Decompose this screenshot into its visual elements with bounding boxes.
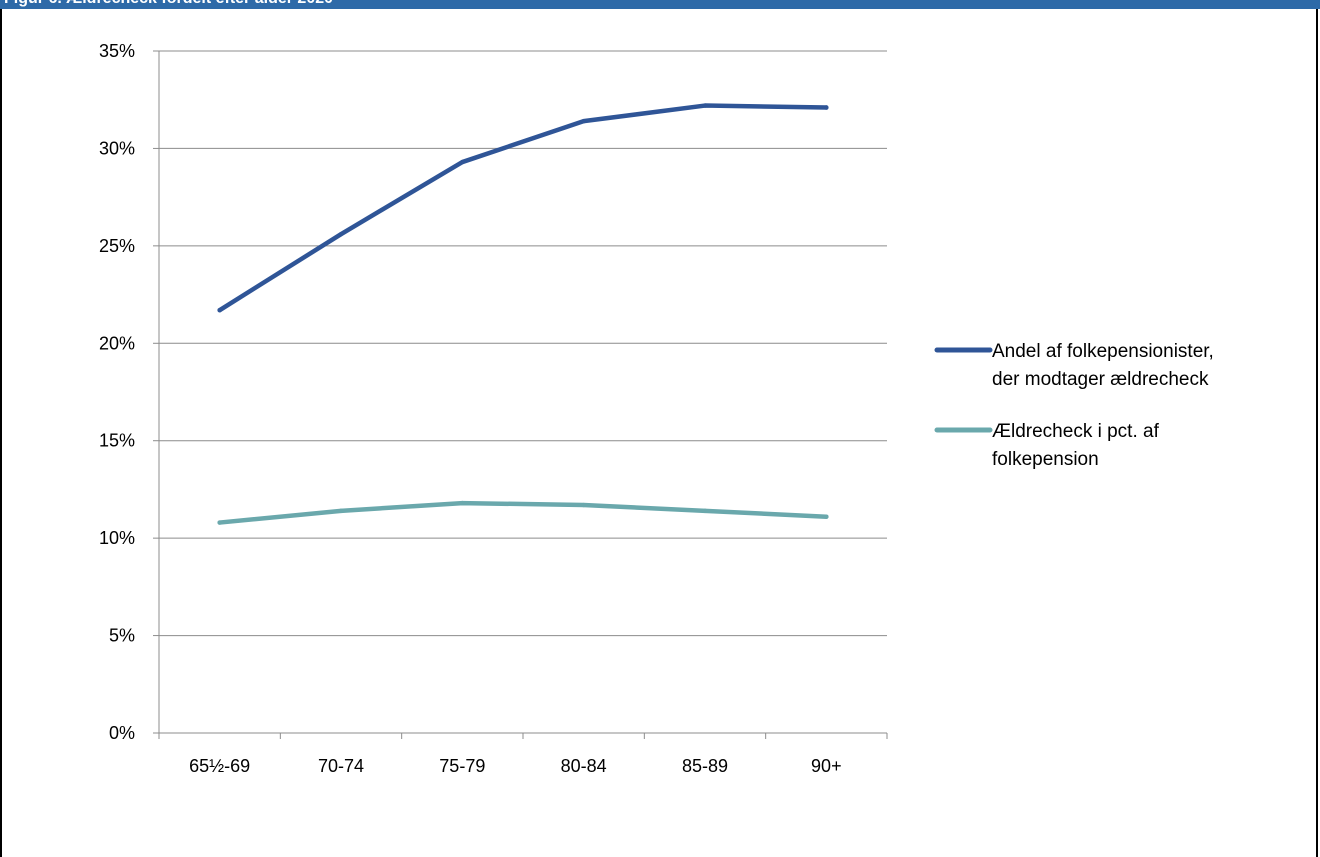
data-point [460,500,465,506]
x-tick-label: 85-89 [682,756,728,776]
x-tick-label: 70-74 [318,756,364,776]
data-point [460,159,465,165]
data-point [581,502,586,508]
legend-label: Andel af folkepensionister, [992,341,1214,362]
y-tick-label: 25% [99,236,135,256]
x-tick-label: 65½-69 [189,756,250,776]
legend-label: folkepension [992,449,1099,470]
y-tick-label: 15% [99,431,135,451]
y-tick-label: 20% [99,333,135,353]
data-point [338,508,344,514]
chart-title: Figur 6. Ældrecheck fordelt efter alder … [4,0,333,8]
y-tick-label: 5% [109,626,135,646]
x-tick-label: 90+ [811,756,842,776]
data-point [217,307,222,313]
data-point [702,103,708,108]
y-tick-label: 35% [99,41,135,61]
series-line-1 [217,103,829,313]
data-point [824,105,829,110]
legend-label: Ældrecheck i pct. af [992,421,1160,442]
data-point [702,508,708,514]
data-point [581,118,586,124]
y-tick-label: 10% [99,528,135,548]
chart-title-bar: Figur 6. Ældrecheck fordelt efter alder … [0,0,1320,9]
y-tick-label: 30% [99,138,135,158]
chart-frame: 0% 5% 10% 15% 20% 25% 30% 35% 65½-69 70-74 75-79 80… [0,9,1318,857]
data-point [217,520,222,525]
x-tick-label: 75-79 [439,756,485,776]
data-point [824,514,829,519]
series-line-2 [217,500,829,525]
legend-label: der modtager ældrecheck [992,369,1209,390]
line-chart: 0% 5% 10% 15% 20% 25% 30% 35% 65½-69 70-74 75-79 80… [99,41,1214,776]
data-point [338,231,344,237]
x-tick-label: 80-84 [561,756,607,776]
y-tick-label: 0% [109,723,135,743]
